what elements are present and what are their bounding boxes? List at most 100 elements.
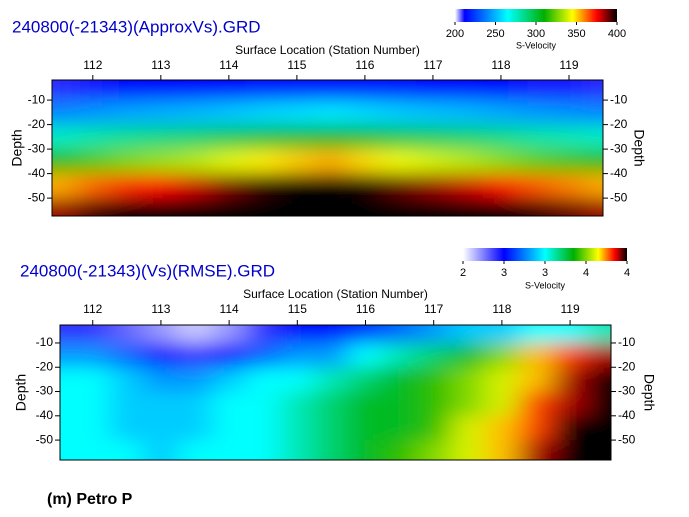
heat-cell <box>313 198 349 216</box>
heat-cell <box>143 149 179 175</box>
heat-cell <box>60 415 77 441</box>
y-tick-label-right: -30 <box>618 384 636 398</box>
heat-cell <box>280 325 315 344</box>
colorbar-tick-label: 300 <box>527 28 545 40</box>
x-tick-label: 118 <box>491 58 510 72</box>
heat-cell <box>587 342 611 368</box>
heat-cell <box>52 80 77 101</box>
heat-cell <box>484 391 520 417</box>
heat-cell <box>450 367 486 393</box>
heat-cell <box>245 124 281 150</box>
heat-cell <box>553 415 588 441</box>
heat-cell <box>177 124 213 150</box>
heat-cell <box>517 80 553 101</box>
heat-cell <box>177 367 213 393</box>
heat-cell <box>245 173 281 199</box>
heat-cell <box>245 198 281 216</box>
heat-cell <box>212 342 247 368</box>
heat-cell <box>279 124 315 150</box>
x-axis-title: Surface Location (Station Number) <box>243 287 428 301</box>
heat-cell <box>450 325 486 344</box>
heat-cell <box>483 80 519 101</box>
y-tick-label-right: -10 <box>618 335 636 349</box>
x-tick-label: 117 <box>423 58 442 72</box>
heat-cell <box>109 415 145 441</box>
heat-cell <box>109 173 145 199</box>
heat-cell <box>484 342 520 368</box>
heat-cell <box>381 149 417 175</box>
heat-cell <box>212 415 247 441</box>
heat-cell <box>177 100 213 126</box>
heat-cell <box>143 342 179 368</box>
heat-cell <box>280 415 315 441</box>
x-tick-label: 112 <box>83 302 102 316</box>
heat-cell <box>415 80 451 101</box>
y-tick-label: -50 <box>28 190 46 204</box>
colorbar-tick-label: 4 <box>624 267 630 279</box>
heat-cell <box>143 80 179 101</box>
heat-cell <box>382 367 418 393</box>
heat-cell <box>381 124 417 150</box>
heat-cell <box>143 124 179 150</box>
heat-cell <box>314 367 349 393</box>
heat-cell <box>52 124 77 150</box>
x-tick-label: 114 <box>220 302 239 316</box>
heat-cell <box>109 325 145 344</box>
colorbar <box>455 9 617 22</box>
heat-cell <box>551 80 587 101</box>
heat-cell <box>143 367 179 393</box>
heat-cell <box>382 325 418 344</box>
heat-cell <box>518 325 554 344</box>
colorbar-tick-label: 400 <box>608 28 626 40</box>
heat-cell <box>143 100 179 126</box>
y-tick-label: -10 <box>28 92 46 106</box>
heat-cell <box>553 325 588 344</box>
heat-cell <box>415 124 451 150</box>
colorbar-label: S-Velocity <box>516 40 557 50</box>
heat-cell <box>60 367 77 393</box>
heat-cell <box>143 415 179 441</box>
y-axis-title: Depth <box>13 374 29 411</box>
heat-cell <box>553 367 588 393</box>
heat-cell <box>60 342 77 368</box>
heat-cell <box>279 100 315 126</box>
heat-cell <box>211 173 247 199</box>
heat-cell <box>313 149 349 175</box>
heat-cell <box>587 367 611 393</box>
heat-cell <box>381 80 417 101</box>
heat-cell <box>587 415 611 441</box>
heat-cell <box>75 415 111 441</box>
heat-cell <box>347 100 383 126</box>
heat-cell <box>280 440 315 460</box>
heat-cell <box>52 149 77 175</box>
y-tick-label: -40 <box>36 408 54 422</box>
heat-cell <box>177 325 213 344</box>
heat-cell <box>280 342 315 368</box>
heat-cell <box>450 440 486 460</box>
heat-cell <box>450 415 486 441</box>
heat-cell <box>587 440 611 460</box>
heat-cell <box>60 440 77 460</box>
heat-cell <box>313 80 349 101</box>
heat-cell <box>517 124 553 150</box>
heat-cell <box>517 198 553 216</box>
heat-cell <box>177 415 213 441</box>
heat-cell <box>416 367 452 393</box>
heat-cell <box>177 391 213 417</box>
panel-title: 240800(-21343)(ApproxVs).GRD <box>12 17 261 36</box>
heat-cell <box>280 391 315 417</box>
heat-cell <box>279 149 315 175</box>
heat-cell <box>75 124 111 150</box>
heat-cell <box>211 198 247 216</box>
y-tick-label-right: -50 <box>610 190 628 204</box>
heat-cell <box>212 440 247 460</box>
heat-cell <box>348 440 384 460</box>
heat-cell <box>313 124 349 150</box>
heat-cell <box>52 198 77 216</box>
heat-cell <box>280 367 315 393</box>
heat-cell <box>314 342 349 368</box>
heat-cell <box>347 124 383 150</box>
heat-cell <box>246 325 281 344</box>
heat-cell <box>143 325 179 344</box>
colorbar-tick-label: 350 <box>567 28 585 40</box>
